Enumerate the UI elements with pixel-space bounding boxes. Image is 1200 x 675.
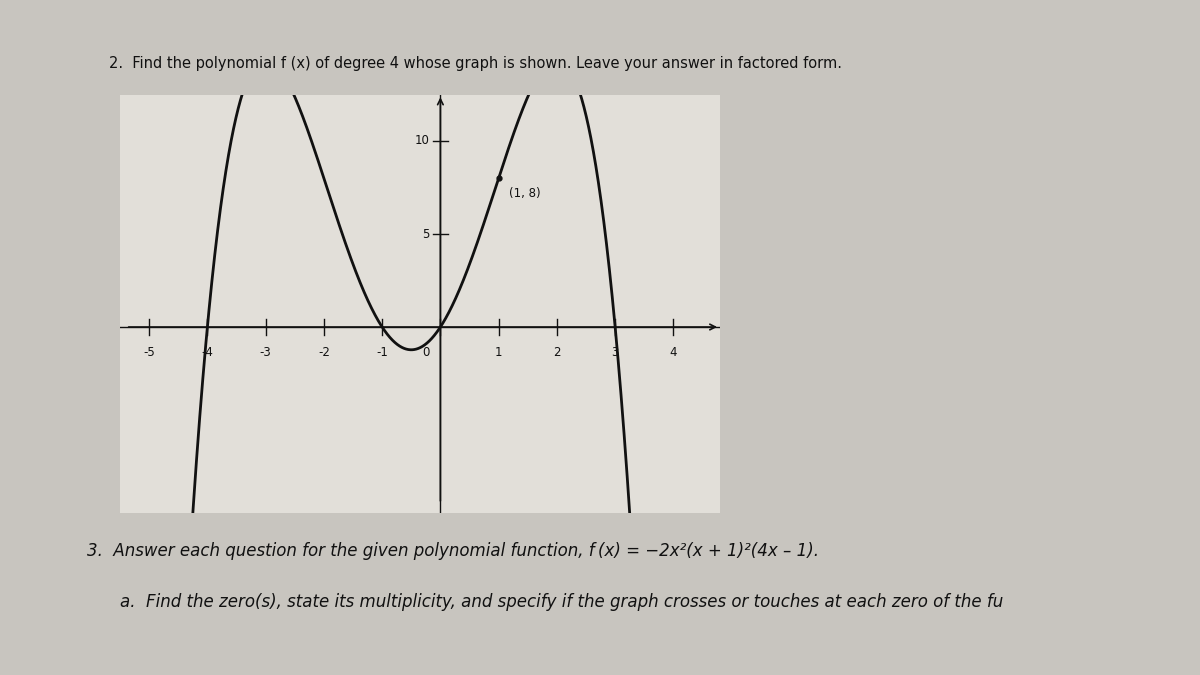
Text: -4: -4 [202,346,214,359]
Text: 3.  Answer each question for the given polynomial function, f (x) = −2x²(x + 1)²: 3. Answer each question for the given po… [86,541,818,560]
Text: -1: -1 [376,346,388,359]
Text: a.  Find the zero(s), state its multiplicity, and specify if the graph crosses o: a. Find the zero(s), state its multiplic… [120,593,1003,612]
Text: -3: -3 [259,346,271,359]
Text: 1: 1 [494,346,503,359]
Text: 2: 2 [553,346,560,359]
Text: -2: -2 [318,346,330,359]
Text: 0: 0 [422,346,430,359]
Text: 2.  Find the polynomial f (x) of degree 4 whose graph is shown. Leave your answe: 2. Find the polynomial f (x) of degree 4… [109,55,841,71]
Text: 3: 3 [612,346,619,359]
Text: -5: -5 [143,346,155,359]
Text: (1, 8): (1, 8) [509,188,541,200]
Text: 5: 5 [422,227,430,240]
Text: 10: 10 [415,134,430,148]
Text: 4: 4 [670,346,677,359]
